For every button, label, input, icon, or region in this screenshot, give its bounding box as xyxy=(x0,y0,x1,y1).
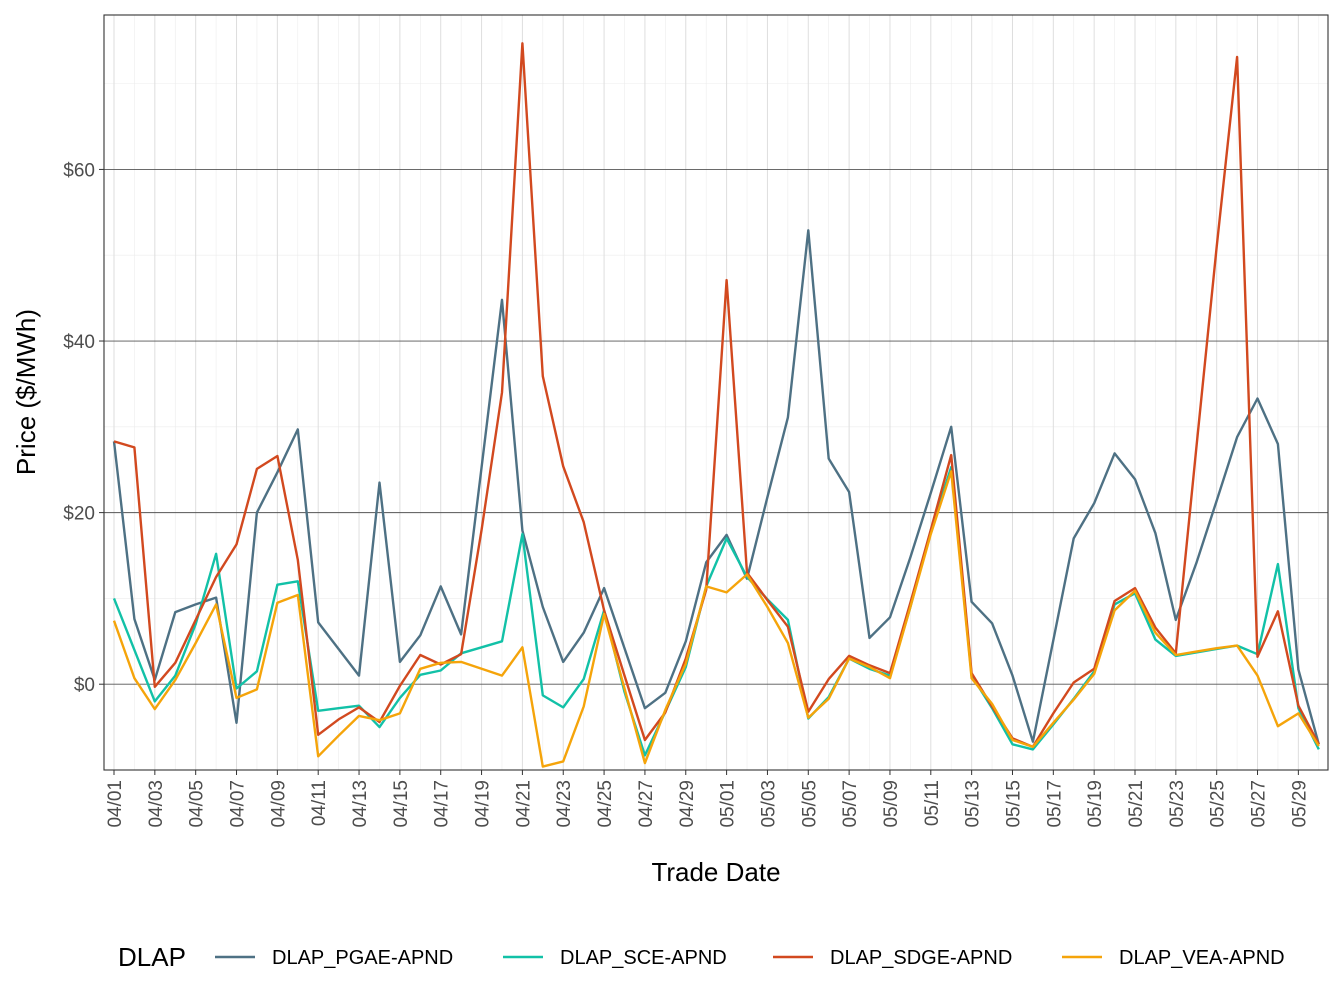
plot-panel xyxy=(104,15,1328,770)
x-tick-label: 05/13 xyxy=(963,780,984,828)
y-tick-label: $20 xyxy=(63,504,95,525)
y-tick-label: $0 xyxy=(74,675,95,696)
x-tick-label: 05/29 xyxy=(1289,780,1310,828)
legend-label-DLAP_SDGE-APND: DLAP_SDGE-APND xyxy=(830,947,1012,969)
x-tick-label: 05/11 xyxy=(922,780,943,826)
x-tick-label: 04/13 xyxy=(350,780,371,828)
series-line-DLAP_SCE-APND xyxy=(112,465,1320,757)
x-tick-label: 05/17 xyxy=(1044,780,1065,828)
x-tick-label: 04/17 xyxy=(432,780,453,828)
x-tick-label: 04/23 xyxy=(554,780,575,828)
x-tick-label: 04/05 xyxy=(187,780,208,828)
series-lines xyxy=(112,42,1320,768)
plot-border xyxy=(103,14,1329,771)
x-tick-label: 05/19 xyxy=(1085,780,1106,828)
x-tick-label: 05/01 xyxy=(718,780,739,828)
x-tick-label: 04/19 xyxy=(473,780,494,828)
y-axis-title: Price ($/MWh) xyxy=(11,309,41,475)
x-tick-label: 04/07 xyxy=(228,780,249,828)
x-tick-label: 05/23 xyxy=(1167,780,1188,828)
x-tick-label: 05/07 xyxy=(840,780,861,828)
legend-title: DLAP xyxy=(118,942,186,972)
legend: DLAP DLAP_PGAE-APND DLAP_SCE-APND DLAP_SDG… xyxy=(118,942,1285,972)
x-tick-label: 05/09 xyxy=(881,780,902,828)
legend-label-DLAP_PGAE-APND: DLAP_PGAE-APND xyxy=(272,947,453,969)
x-tick-label: 04/03 xyxy=(146,780,167,828)
x-tick-label: 05/03 xyxy=(758,780,779,828)
legend-label-DLAP_VEA-APND: DLAP_VEA-APND xyxy=(1119,947,1285,969)
x-axis: 04/01 04/03 04/05 04/07 04/09 04/11 04/13 04/15… xyxy=(105,770,1310,828)
y-tick-label: $40 xyxy=(63,332,95,353)
x-tick-label: 04/01 xyxy=(105,780,126,828)
x-tick-label: 05/05 xyxy=(799,780,820,828)
series-line-DLAP_PGAE-APND xyxy=(112,229,1320,745)
x-tick-label: 04/15 xyxy=(391,780,412,828)
x-tick-label: 05/25 xyxy=(1208,780,1229,828)
legend-label-DLAP_SCE-APND: DLAP_SCE-APND xyxy=(560,947,727,969)
x-axis-title: Trade Date xyxy=(651,857,780,887)
x-tick-label: 05/15 xyxy=(1003,780,1024,828)
x-tick-label: 04/27 xyxy=(636,780,657,828)
x-tick-label: 04/11 xyxy=(309,780,330,826)
x-tick-label: 04/29 xyxy=(677,780,698,828)
x-tick-label: 04/21 xyxy=(513,780,534,828)
x-tick-label: 04/25 xyxy=(595,780,616,828)
y-tick-label: $60 xyxy=(63,160,95,181)
x-tick-label: 05/21 xyxy=(1126,780,1147,828)
series-line-DLAP_VEA-APND xyxy=(112,470,1320,768)
series-line-DLAP_SDGE-APND xyxy=(113,42,1320,748)
x-tick-label: 04/09 xyxy=(268,780,289,828)
x-tick-label: 05/27 xyxy=(1249,780,1270,828)
y-axis: $0 $20 $40 $60 xyxy=(63,160,104,696)
